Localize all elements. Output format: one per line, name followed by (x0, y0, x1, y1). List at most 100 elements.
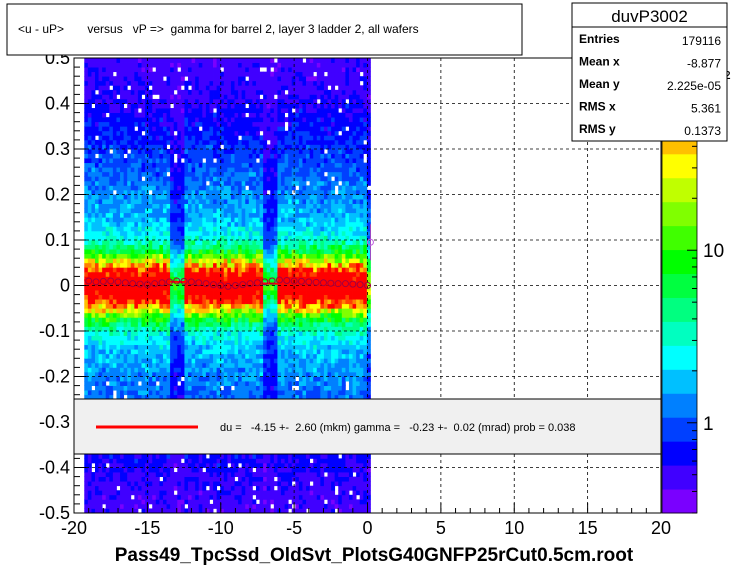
heatmap-cell (188, 76, 192, 82)
heatmap-cell (195, 208, 200, 214)
heatmap-cell (263, 390, 268, 396)
heatmap-cell (248, 89, 253, 95)
heatmap-cell (162, 249, 167, 255)
heatmap-cell (195, 71, 200, 77)
heatmap-cell (127, 299, 132, 305)
heatmap-cell (198, 180, 203, 186)
heatmap-cell (141, 235, 146, 241)
heatmap-cell (198, 494, 203, 500)
heatmap-cell (127, 253, 132, 259)
heatmap-cell (120, 499, 125, 505)
heatmap-cell (184, 208, 189, 214)
heatmap-cell (223, 171, 228, 177)
heatmap-cell (245, 94, 250, 100)
heatmap-cell (184, 189, 189, 195)
heatmap-cell (252, 89, 257, 95)
heatmap-cell (152, 458, 157, 464)
heatmap-cell (209, 126, 214, 132)
heatmap-cell (220, 362, 225, 368)
heatmap-cell (191, 453, 196, 459)
heatmap-cell (245, 235, 250, 241)
heatmap-cell (205, 326, 210, 332)
heatmap-cell (195, 349, 200, 355)
heatmap-cell (166, 294, 171, 300)
heatmap-cell (123, 112, 128, 118)
heatmap-cell (263, 303, 268, 309)
heatmap-cell (259, 290, 264, 295)
heatmap-cell (245, 358, 250, 364)
heatmap-cell (137, 194, 142, 200)
heatmap-cell (141, 476, 146, 482)
heatmap-cell (141, 317, 146, 323)
heatmap-cell (91, 235, 96, 241)
heatmap-cell (248, 144, 253, 150)
heatmap-cell (195, 189, 200, 195)
heatmap-cell (245, 212, 250, 218)
heatmap-cell (173, 331, 178, 336)
heatmap-cell (230, 381, 235, 386)
heatmap-cell (241, 103, 246, 109)
heatmap-cell (177, 290, 182, 295)
heatmap-cell (227, 71, 232, 77)
heatmap-cell (245, 149, 250, 154)
heatmap-cell (120, 385, 125, 391)
heatmap-cell (95, 262, 99, 268)
heatmap-cell (177, 262, 182, 268)
heatmap-cell (130, 62, 135, 68)
heatmap-cell (127, 139, 132, 145)
heatmap-cell (162, 490, 167, 496)
heatmap-cell (109, 321, 114, 327)
heatmap-cell (109, 308, 114, 314)
heatmap-cell (220, 130, 225, 136)
heatmap-cell (248, 335, 253, 341)
heatmap-cell (188, 158, 192, 164)
heatmap-cell (87, 208, 92, 214)
heatmap-cell (188, 71, 192, 77)
heatmap-cell (180, 385, 185, 391)
heatmap-cell (152, 349, 157, 355)
heatmap-cell (202, 508, 207, 513)
heatmap-cell (170, 385, 175, 391)
heatmap-cell (105, 240, 110, 245)
heatmap-cell (170, 58, 175, 63)
heatmap-cell (180, 285, 185, 291)
heatmap-cell (180, 208, 185, 214)
heatmap-cell (255, 253, 260, 259)
heatmap-cell (170, 217, 175, 223)
heatmap-cell (87, 98, 92, 104)
heatmap-cell (141, 249, 146, 255)
heatmap-cell (112, 167, 117, 173)
heatmap-cell (155, 103, 160, 109)
heatmap-cell (223, 494, 228, 500)
heatmap-cell (252, 349, 257, 355)
heatmap-cell (205, 230, 210, 236)
heatmap-cell (223, 367, 228, 373)
heatmap-cell (252, 362, 257, 368)
heatmap-cell (191, 176, 196, 182)
heatmap-cell (248, 117, 253, 123)
heatmap-cell (234, 203, 239, 209)
heatmap-cell (95, 331, 99, 336)
heatmap-cell (95, 321, 99, 327)
heatmap-cell (202, 290, 207, 295)
heatmap-cell (105, 167, 110, 173)
heatmap-cell (180, 58, 185, 63)
heatmap-cell (255, 162, 260, 168)
heatmap-cell (145, 299, 150, 305)
heatmap-cell (112, 494, 117, 500)
heatmap-cell (195, 472, 200, 477)
heatmap-cell (241, 176, 246, 182)
heatmap-cell (98, 230, 103, 236)
heatmap-cell (230, 490, 235, 496)
heatmap-cell (177, 135, 182, 141)
heatmap-cell (241, 340, 246, 346)
heatmap-cell (105, 321, 110, 327)
heatmap-cell (102, 344, 107, 350)
heatmap-cell (216, 117, 221, 123)
heatmap-cell (98, 76, 103, 82)
heatmap-cell (259, 344, 264, 350)
heatmap-cell (198, 371, 203, 377)
heatmap-cell (141, 290, 146, 295)
heatmap-cell (188, 149, 192, 154)
heatmap-cell (98, 294, 103, 300)
